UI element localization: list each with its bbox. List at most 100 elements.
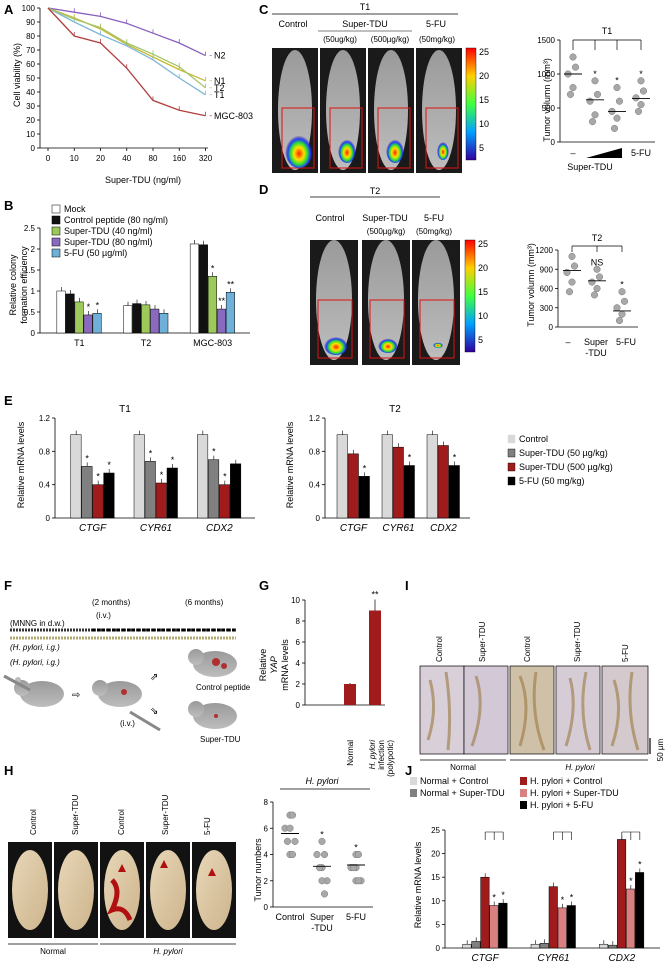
b-bar [74,301,84,334]
panel-b-ylabel-1: Relative colony [8,254,18,316]
er-bar [392,446,404,519]
er-ytick-label: 0.4 [309,481,321,490]
b-sig: * [96,300,100,310]
h-ytick-label: 4 [264,851,269,860]
panel-h-photos [8,842,236,938]
panel-c-label: C [259,2,269,17]
j-category-label: CTGF [472,953,500,964]
d-point [613,304,621,312]
d-roi-box [419,299,455,359]
panel-d-dose2: (500µg/kg) [367,227,406,236]
er-title: T2 [389,404,401,415]
h-xtick-label: Super [310,912,334,922]
b-ytick-label: 1.5 [24,266,36,275]
panel-c: T1 Control Super-TDU 5-FU (50ug/kg) (500… [272,2,612,142]
j-bar [462,943,472,949]
h-point [320,850,329,859]
a-ytick-label: 20 [26,116,35,125]
j-legend-label: H. pylori + 5-FU [530,800,593,810]
el-bar [81,466,93,519]
h-point [349,864,358,872]
h-xtick-label: 5-FU [346,912,366,922]
d-point [593,265,601,273]
b-ytick-label: 2.5 [24,224,36,233]
panel-h-group-normal: Normal [40,947,66,956]
d-point [593,284,601,293]
h-point [320,890,329,898]
b-ytick-label: 1 [31,287,36,296]
c-point [591,77,599,85]
d-point [618,310,626,318]
c-dose-wedge [586,148,622,158]
b-sig: * [211,263,215,273]
j-sig: * [501,890,505,900]
j-ytick-label: 25 [431,826,440,835]
h-ytick-label: 6 [264,824,269,833]
panel-c-group: T1 [360,2,371,12]
d-point [568,278,576,286]
el-bar [70,434,82,519]
a-xtick-label: 10 [70,154,79,163]
er-ytick-label: 0 [316,514,321,523]
b-bar [189,243,199,334]
e-legend-label: Super-TDU (50 µg/kg) [519,448,608,458]
a-xtick-label: 80 [149,154,158,163]
d-signal-spot [433,342,443,348]
h-point [291,837,299,845]
panel-g-cat-hp-3: (polypotic) [386,740,395,777]
b-sig: ** [218,296,226,306]
panel-c-col-super: Super-TDU [342,19,388,29]
c-roi-box [377,107,411,169]
g-sig: ** [371,590,379,600]
c-point [637,77,645,85]
e-legend-label: 5-FU (50 mg/kg) [519,476,585,486]
d-sig: NS [591,257,604,267]
el-sig: * [96,472,100,482]
j-bar [635,872,645,949]
j-sig: * [638,859,642,869]
panel-d-label: D [259,182,268,197]
c-point [591,111,599,119]
b-ytick-label: 0.5 [24,308,36,317]
a-legend-label: MGC-803 [214,111,253,121]
d-ytick-label: 0 [549,323,554,332]
a-xtick-label: 160 [173,154,187,163]
panel-i-group-normal: Normal [450,763,476,772]
h-sig: * [320,829,324,839]
c-sig: * [639,69,643,79]
er-bar [347,453,359,519]
b-bar [216,308,226,334]
el-sig: * [171,455,175,465]
j-bar [471,941,481,949]
b-legend-swatch [51,237,61,247]
er-category-label: CDX2 [430,523,457,534]
c-point [615,97,624,105]
d-signal-spot [324,335,348,355]
j-ytick-label: 20 [431,850,440,859]
panel-f-mouse-1 [14,677,64,707]
g-ytick-label: 4 [296,659,301,668]
g-ytick-label: 2 [296,680,301,689]
g-ytick-label: 10 [291,596,300,605]
h-sig: * [354,843,358,853]
el-bar [92,484,104,519]
a-ytick-label: 70 [26,46,35,55]
panel-i-label-2: Control [523,636,532,662]
j-legend-label: Normal + Control [420,776,488,786]
er-sig: * [408,453,412,463]
d-ytick-label: 1200 [535,246,553,255]
el-sig: * [160,470,164,480]
a-ytick-label: 0 [31,144,36,153]
panel-f-iv1: (i.v.) [96,611,111,620]
b-bar [65,293,75,334]
c-ytick-label: 1000 [537,70,555,79]
panel-b-label: B [4,198,13,213]
j-bar [617,839,627,949]
h-point [283,837,292,845]
el-ytick-label: 1.2 [39,414,51,423]
er-category-label: CYR61 [382,523,414,534]
j-legend-label: H. pylori + Control [530,776,602,786]
panel-e: Relative mRNA levels Relative mRNA level… [16,421,295,508]
el-bar [166,467,178,519]
